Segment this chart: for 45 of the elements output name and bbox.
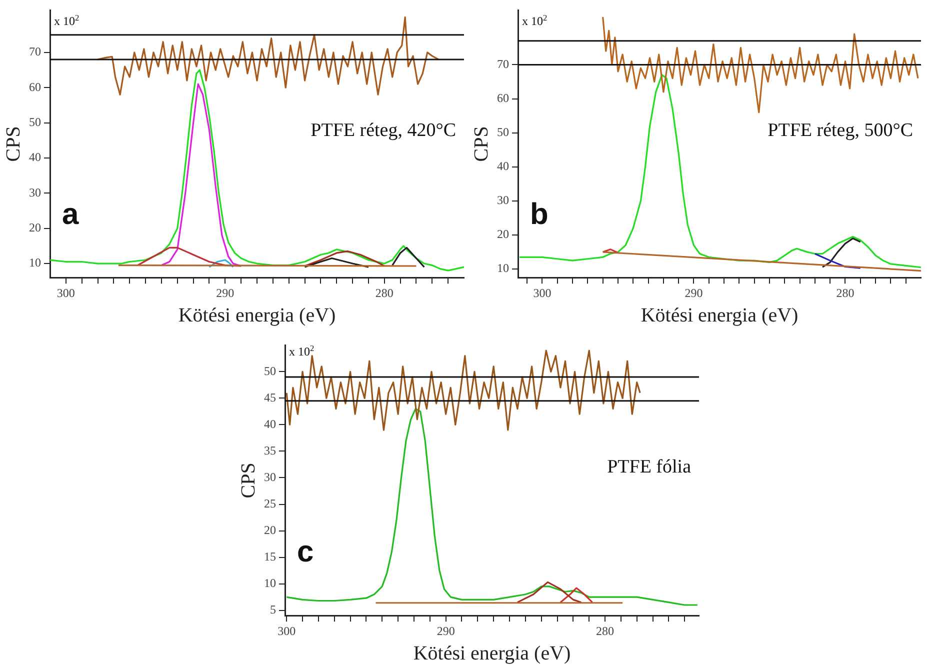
y-tick-label: 20 <box>29 220 41 234</box>
x-axis-title: Kötési energia (eV) <box>640 304 798 326</box>
y-tick-label: 50 <box>264 364 276 378</box>
x-axis-title: Kötési energia (eV) <box>413 642 571 664</box>
y-tick-label: 50 <box>497 124 509 139</box>
y-axis-title: CPS <box>2 126 24 162</box>
x-tick-label: 300 <box>533 286 552 300</box>
annotation: PTFE fólia <box>607 456 692 478</box>
x-tick-label: 290 <box>684 286 703 300</box>
y-tick-label: 45 <box>264 390 276 404</box>
y-tick-label: 35 <box>264 443 276 458</box>
y-axis-title: CPS <box>470 126 492 162</box>
y-tick-label: 20 <box>497 227 509 242</box>
annotation: PTFE réteg, 500°C <box>768 120 914 141</box>
y-tick-label: 25 <box>264 496 276 510</box>
y-tick-label: 15 <box>264 549 276 564</box>
y-tick-label: 70 <box>497 56 509 71</box>
y-tick-label: 30 <box>29 185 41 200</box>
x-tick-label: 290 <box>216 286 234 300</box>
annotation: c <box>297 536 314 569</box>
x-tick-label: 280 <box>596 624 614 638</box>
x-tick-label: 290 <box>436 624 455 638</box>
x-tick-label: 280 <box>375 286 394 300</box>
x-tick-label: 280 <box>836 286 854 300</box>
y-tick-label: 40 <box>497 159 509 174</box>
y-tick-label: 40 <box>264 416 276 431</box>
y-tick-label: 40 <box>29 150 41 164</box>
x-tick-label: 300 <box>278 624 296 638</box>
x-tick-label: 300 <box>56 286 75 300</box>
y-tick-label: 70 <box>29 44 41 59</box>
annotation: b <box>530 198 548 232</box>
y-tick-label: 60 <box>29 80 41 94</box>
y-tick-label: 10 <box>29 256 41 270</box>
x-axis-title: Kötési energia (eV) <box>178 304 336 326</box>
y-axis-title: CPS <box>237 462 260 498</box>
y-tick-label: 50 <box>29 114 41 129</box>
y-tick-label: 30 <box>264 470 276 484</box>
annotation: PTFE réteg, 420°C <box>310 120 456 141</box>
y-tick-label: 30 <box>497 193 509 208</box>
y-tick-label: 10 <box>497 261 509 276</box>
y-tick-label: 10 <box>264 576 276 590</box>
y-tick-label: 5 <box>270 602 276 616</box>
annotation: a <box>62 198 79 232</box>
y-tick-label: 20 <box>264 522 276 537</box>
y-tick-label: 60 <box>497 90 509 105</box>
